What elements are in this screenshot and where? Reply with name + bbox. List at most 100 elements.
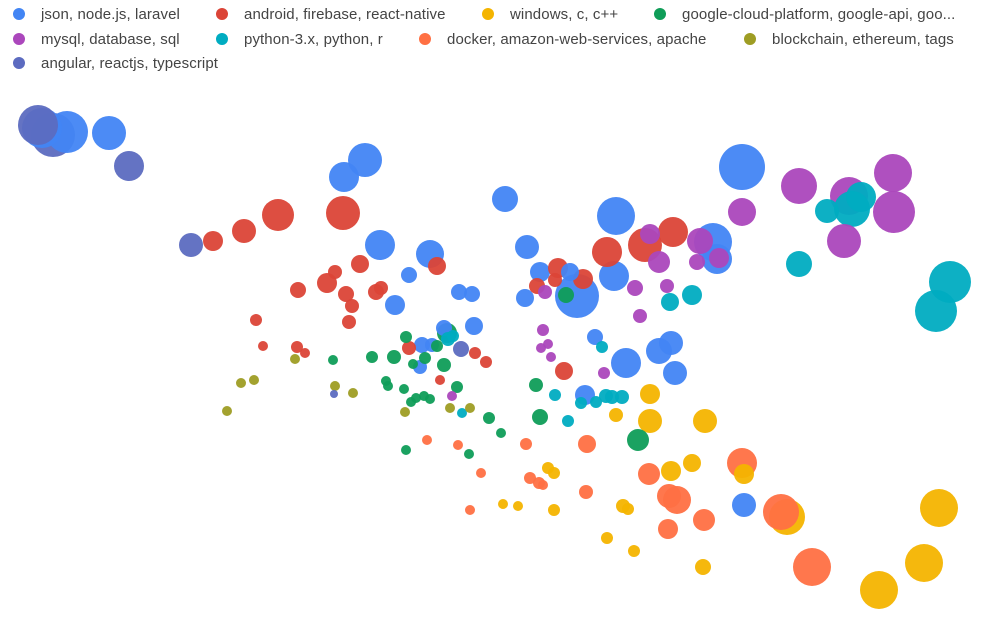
bubble-point[interactable] [524, 472, 536, 484]
bubble-point[interactable] [827, 224, 861, 258]
bubble-point[interactable] [640, 384, 660, 404]
bubble-point[interactable] [387, 350, 401, 364]
legend-item[interactable]: windows, c, c++ [482, 3, 618, 25]
bubble-point[interactable] [326, 196, 360, 230]
bubble-point[interactable] [496, 428, 506, 438]
bubble-point[interactable] [513, 501, 523, 511]
bubble-point[interactable] [465, 403, 475, 413]
bubble-point[interactable] [548, 467, 560, 479]
bubble-point[interactable] [290, 354, 300, 364]
bubble-point[interactable] [590, 396, 602, 408]
bubble-point[interactable] [232, 219, 256, 243]
bubble-point[interactable] [687, 228, 713, 254]
bubble-point[interactable] [250, 314, 262, 326]
bubble-point[interactable] [258, 341, 268, 351]
bubble-point[interactable] [329, 162, 359, 192]
bubble-point[interactable] [451, 381, 463, 393]
legend-item[interactable]: json, node.js, laravel [13, 3, 180, 25]
bubble-point[interactable] [476, 468, 486, 478]
bubble-point[interactable] [609, 408, 623, 422]
bubble-point[interactable] [447, 391, 457, 401]
legend-item[interactable]: blockchain, ethereum, tags [744, 28, 954, 50]
bubble-point[interactable] [249, 375, 259, 385]
bubble-point[interactable] [657, 484, 681, 508]
bubble-point[interactable] [659, 331, 683, 355]
bubble-point[interactable] [815, 199, 839, 223]
bubble-point[interactable] [290, 282, 306, 298]
bubble-point[interactable] [860, 571, 898, 609]
bubble-point[interactable] [661, 293, 679, 311]
bubble-point[interactable] [400, 331, 412, 343]
bubble-point[interactable] [538, 285, 552, 299]
bubble-point[interactable] [732, 493, 756, 517]
bubble-point[interactable] [464, 449, 474, 459]
legend-item[interactable]: google-cloud-platform, google-api, goo..… [654, 3, 955, 25]
bubble-point[interactable] [538, 480, 548, 490]
bubble-point[interactable] [483, 412, 495, 424]
bubble-point[interactable] [648, 251, 670, 273]
bubble-point[interactable] [640, 224, 660, 244]
bubble-point[interactable] [658, 217, 688, 247]
bubble-point[interactable] [374, 281, 388, 295]
bubble-point[interactable] [428, 257, 446, 275]
legend-item[interactable]: android, firebase, react-native [216, 3, 446, 25]
bubble-point[interactable] [425, 394, 435, 404]
bubble-point[interactable] [419, 352, 431, 364]
bubble-point[interactable] [330, 390, 338, 398]
bubble-point[interactable] [464, 286, 480, 302]
bubble-point[interactable] [401, 267, 417, 283]
bubble-point[interactable] [605, 390, 619, 404]
bubble-point[interactable] [300, 348, 310, 358]
bubble-point[interactable] [437, 358, 451, 372]
bubble-point[interactable] [734, 464, 754, 484]
bubble-point[interactable] [915, 290, 957, 332]
bubble-point[interactable] [520, 438, 532, 450]
bubble-point[interactable] [402, 341, 416, 355]
bubble-point[interactable] [597, 197, 635, 235]
bubble-point[interactable] [366, 351, 378, 363]
bubble-point[interactable] [532, 409, 548, 425]
bubble-point[interactable] [328, 355, 338, 365]
bubble-point[interactable] [627, 429, 649, 451]
bubble-point[interactable] [262, 199, 294, 231]
bubble-point[interactable] [411, 393, 421, 403]
bubble-point[interactable] [530, 262, 550, 282]
bubble-point[interactable] [587, 329, 603, 345]
bubble-point[interactable] [400, 407, 410, 417]
bubble-point[interactable] [599, 261, 629, 291]
bubble-point[interactable] [383, 381, 393, 391]
bubble-point[interactable] [516, 289, 534, 307]
bubble-point[interactable] [660, 279, 674, 293]
bubble-point[interactable] [338, 286, 354, 302]
bubble-point[interactable] [236, 378, 246, 388]
bubble-point[interactable] [342, 315, 356, 329]
bubble-point[interactable] [695, 559, 711, 575]
bubble-point[interactable] [348, 143, 382, 177]
bubble-point[interactable] [469, 347, 481, 359]
bubble-point[interactable] [682, 285, 702, 305]
bubble-point[interactable] [399, 384, 409, 394]
bubble-point[interactable] [596, 341, 608, 353]
bubble-point[interactable] [728, 198, 756, 226]
bubble-point[interactable] [445, 403, 455, 413]
bubble-point[interactable] [537, 324, 549, 336]
bubble-point[interactable] [638, 409, 662, 433]
bubble-point[interactable] [709, 248, 729, 268]
bubble-point[interactable] [793, 548, 831, 586]
bubble-point[interactable] [222, 406, 232, 416]
legend-item[interactable]: docker, amazon-web-services, apache [419, 28, 706, 50]
bubble-point[interactable] [627, 280, 643, 296]
bubble-point[interactable] [683, 454, 701, 472]
bubble-point[interactable] [592, 237, 622, 267]
bubble-point[interactable] [558, 287, 574, 303]
bubble-point[interactable] [786, 251, 812, 277]
bubble-point[interactable] [611, 348, 641, 378]
bubble-point[interactable] [546, 352, 556, 362]
bubble-point[interactable] [203, 231, 223, 251]
bubble-point[interactable] [763, 494, 799, 530]
bubble-point[interactable] [18, 105, 58, 145]
bubble-point[interactable] [498, 499, 508, 509]
bubble-point[interactable] [693, 409, 717, 433]
bubble-point[interactable] [451, 284, 467, 300]
legend-item[interactable]: mysql, database, sql [13, 28, 180, 50]
